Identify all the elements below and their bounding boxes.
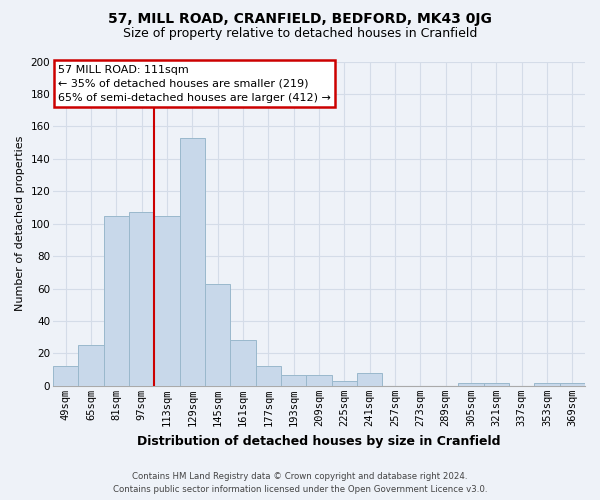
Text: Contains HM Land Registry data © Crown copyright and database right 2024.
Contai: Contains HM Land Registry data © Crown c…	[113, 472, 487, 494]
Bar	[256, 366, 281, 386]
Bar	[281, 374, 307, 386]
Text: 57 MILL ROAD: 111sqm
← 35% of detached houses are smaller (219)
65% of semi-deta: 57 MILL ROAD: 111sqm ← 35% of detached h…	[58, 64, 331, 102]
Bar	[458, 382, 484, 386]
Text: 57, MILL ROAD, CRANFIELD, BEDFORD, MK43 0JG: 57, MILL ROAD, CRANFIELD, BEDFORD, MK43 …	[108, 12, 492, 26]
Bar	[230, 340, 256, 386]
Bar	[104, 216, 129, 386]
Bar	[79, 346, 104, 386]
Bar	[332, 381, 357, 386]
Bar	[560, 382, 585, 386]
Bar	[53, 366, 79, 386]
Bar	[180, 138, 205, 386]
Bar	[535, 382, 560, 386]
Bar	[484, 382, 509, 386]
Bar	[205, 284, 230, 386]
Y-axis label: Number of detached properties: Number of detached properties	[15, 136, 25, 312]
Bar	[307, 374, 332, 386]
Bar	[357, 373, 382, 386]
Bar	[129, 212, 154, 386]
Text: Size of property relative to detached houses in Cranfield: Size of property relative to detached ho…	[123, 28, 477, 40]
Bar	[154, 216, 180, 386]
X-axis label: Distribution of detached houses by size in Cranfield: Distribution of detached houses by size …	[137, 434, 501, 448]
